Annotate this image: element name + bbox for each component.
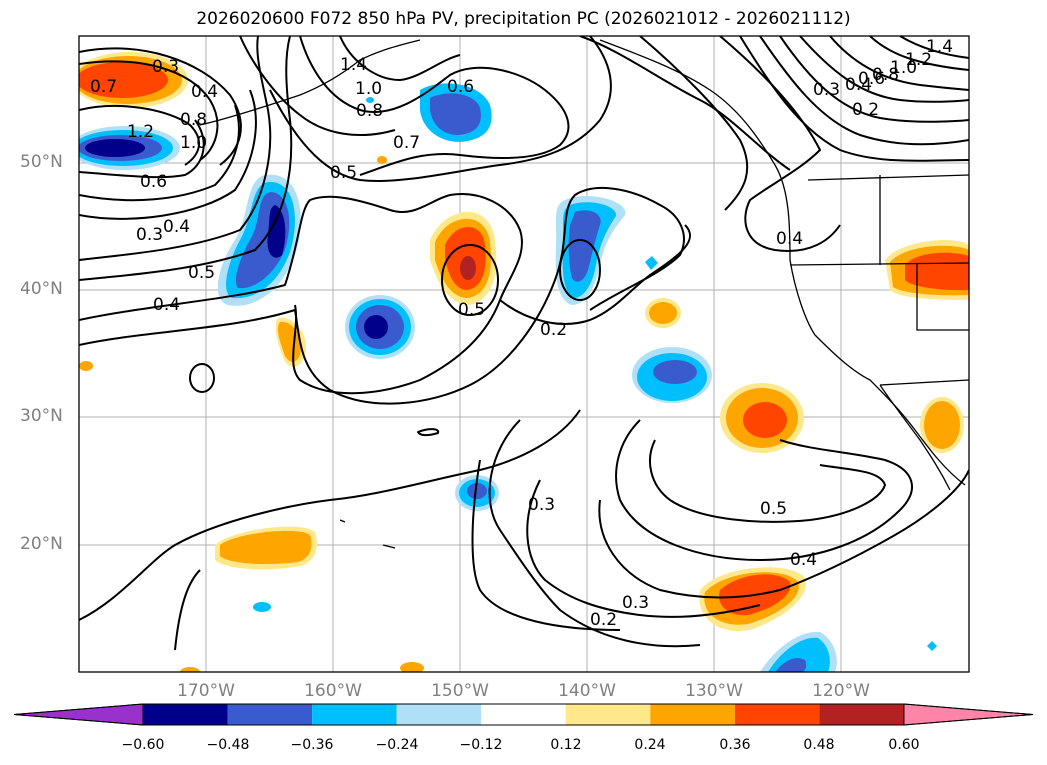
colorbar-swatch — [227, 704, 313, 725]
colorbar-tick-label: −0.60 — [121, 737, 165, 753]
colorbar-extend-low — [13, 703, 144, 726]
contour-label: 0.3 — [152, 57, 179, 77]
contour-label: 0.8 — [872, 65, 899, 85]
lon-label: 120°W — [812, 681, 870, 701]
colorbar-extend-high — [903, 703, 1034, 726]
colorbar-tick-label: −0.36 — [290, 737, 334, 753]
colorbar-swatch — [143, 704, 228, 725]
colorbar-tick-label: 0.24 — [634, 737, 666, 753]
contour-label: 0.7 — [90, 77, 117, 97]
colorbar-outline — [13, 703, 1034, 726]
contour-label: 0.4 — [790, 550, 817, 570]
colorbar — [13, 703, 1034, 726]
contour-label: 0.3 — [622, 593, 649, 613]
precipitation-shading — [79, 52, 969, 672]
lon-label: 160°W — [304, 681, 362, 701]
colorbar-swatch — [819, 704, 904, 725]
colorbar-tick-label: −0.48 — [206, 737, 250, 753]
lat-label: 40°N — [20, 279, 63, 299]
contour-label: 0.3 — [813, 80, 840, 100]
contour-label: 0.2 — [852, 100, 879, 120]
contour-label: 0.2 — [540, 320, 567, 340]
lat-label: 30°N — [20, 406, 63, 426]
colorbar-tick-label: 0.60 — [888, 737, 920, 753]
contour-label: 0.5 — [188, 263, 215, 283]
colorbar-swatch — [734, 704, 820, 725]
contour-label: 0.6 — [140, 172, 167, 192]
contour-label: 1.4 — [926, 37, 953, 57]
contour-label: 0.6 — [447, 77, 474, 97]
coastlines — [199, 39, 969, 549]
lon-label: 170°W — [177, 681, 235, 701]
lon-label: 130°W — [685, 681, 743, 701]
colorbar-swatch — [396, 704, 482, 725]
colorbar-tick-label: −0.12 — [459, 737, 503, 753]
lon-label: 140°W — [558, 681, 616, 701]
contour-label: 0.3 — [528, 495, 555, 515]
contour-label: 0.3 — [136, 225, 163, 245]
contour-label: 0.8 — [180, 110, 207, 130]
colorbar-swatch — [565, 704, 651, 725]
contour-label: 0.6 — [858, 69, 885, 89]
lat-label: 20°N — [20, 534, 63, 554]
lon-label: 150°W — [431, 681, 489, 701]
colorbar-swatch — [312, 704, 397, 725]
lat-label: 50°N — [20, 152, 63, 172]
contour-label: 0.5 — [330, 163, 357, 183]
contour-label: 1.0 — [355, 79, 382, 99]
contour-label: 0.4 — [845, 75, 872, 95]
contour-label: 0.5 — [760, 499, 787, 519]
colorbar-tick-label: 0.12 — [550, 737, 582, 753]
colorbar-tick-label: 0.48 — [803, 737, 835, 753]
contour-label: 0.7 — [393, 133, 420, 153]
contour-label: 1.0 — [890, 58, 917, 78]
contour-label: 0.4 — [153, 295, 180, 315]
contour-label: 1.2 — [127, 122, 154, 142]
contour-label: 0.8 — [356, 101, 383, 121]
colorbar-tick-label: −0.24 — [375, 737, 419, 753]
contour-label: 0.5 — [458, 300, 485, 320]
contour-label: 0.4 — [163, 217, 190, 237]
contour-label: 0.2 — [590, 610, 617, 630]
map-title: 2026020600 F072 850 hPa PV, precipitatio… — [196, 9, 851, 29]
contour-label: 1.2 — [905, 50, 932, 70]
colorbar-tick-label: 0.36 — [719, 737, 751, 753]
colorbar-swatch — [481, 704, 566, 725]
pv-contours — [79, 36, 969, 651]
contour-label: 1.0 — [180, 133, 207, 153]
colorbar-swatch — [650, 704, 735, 725]
contour-label: 0.4 — [191, 82, 218, 102]
